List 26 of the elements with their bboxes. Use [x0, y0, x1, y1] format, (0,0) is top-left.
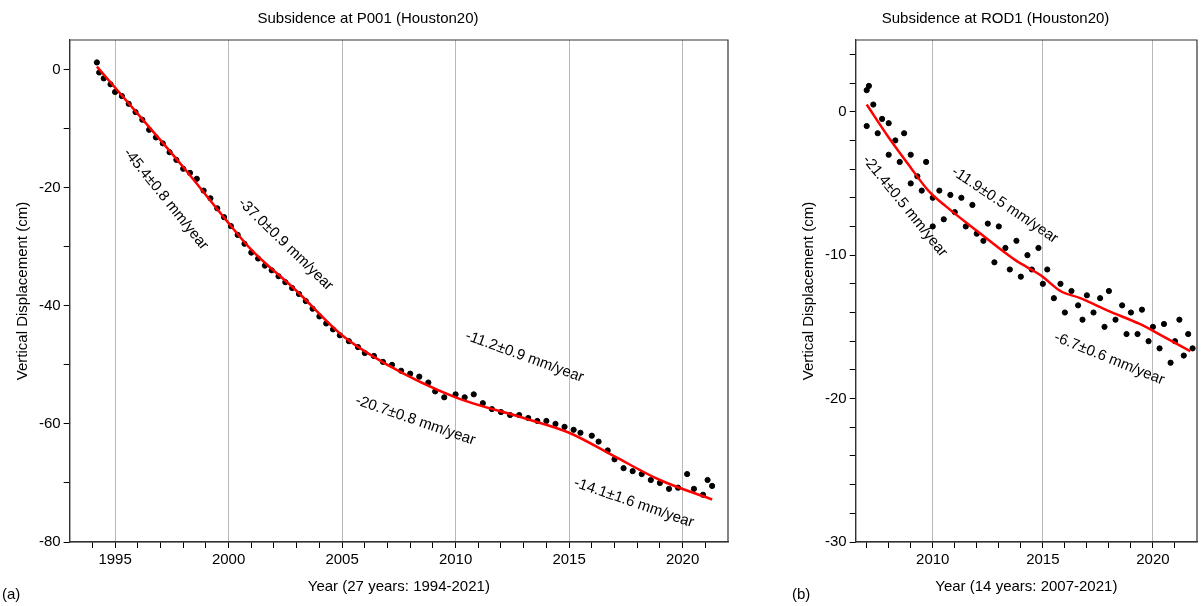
- x-tick-label: 2005: [325, 550, 359, 568]
- y-tick-label: -80: [38, 532, 61, 550]
- x-tick-label: 2020: [665, 550, 700, 568]
- chart-title: Subsidence at ROD1 (Houston20): [881, 9, 1110, 27]
- x-tick-label: 2020: [1136, 550, 1170, 568]
- x-axis-title: Year (14 years: 2007-2021): [935, 577, 1118, 595]
- x-axis-title: Year (27 years: 1994-2021): [307, 577, 490, 595]
- x-tick-label: 1995: [98, 550, 132, 568]
- x-tick-label: 2010: [916, 550, 950, 568]
- y-tick-label: -20: [824, 388, 847, 406]
- y-tick-label: 0: [52, 59, 61, 77]
- x-tick-label: 2015: [1026, 550, 1060, 568]
- y-tick-label: -30: [824, 532, 847, 550]
- x-tick-label: 2015: [552, 550, 586, 568]
- y-tick-label: -10: [824, 245, 847, 263]
- y-axis-title: Vertical Displacement (cm): [799, 201, 817, 381]
- chart-title: Subsidence at P001 (Houston20): [257, 9, 479, 27]
- text: (a): [2, 584, 21, 602]
- y-tick-label: -20: [38, 177, 61, 195]
- y-axis-title: Vertical Displacement (cm): [13, 201, 31, 381]
- text: (b): [792, 584, 811, 602]
- x-tick-label: 2010: [438, 550, 473, 568]
- y-tick-label: -40: [38, 295, 61, 313]
- x-tick-label: 2000: [211, 550, 246, 568]
- y-tick-label: -60: [38, 414, 61, 432]
- y-tick-label: 0: [838, 101, 847, 119]
